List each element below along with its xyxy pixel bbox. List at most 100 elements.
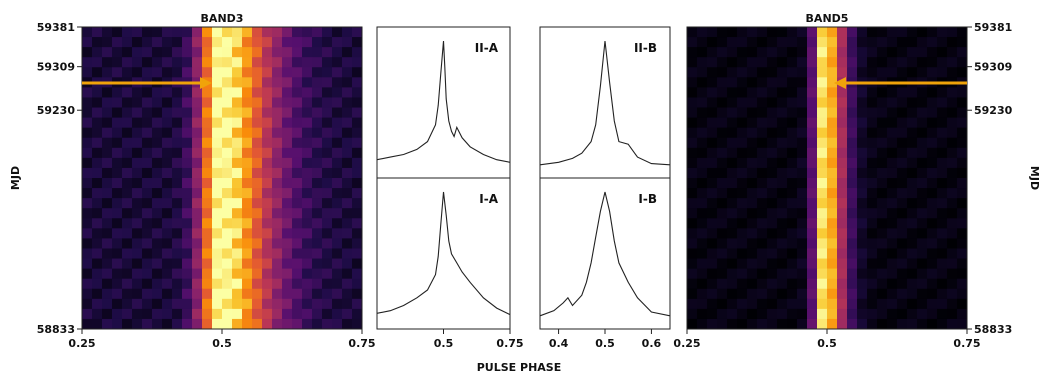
- heatmap-cell: [152, 107, 163, 119]
- heatmap-cell: [887, 117, 898, 129]
- heatmap-cell: [737, 208, 748, 219]
- heatmap-cell: [272, 77, 283, 88]
- heatmap-cell: [292, 218, 303, 229]
- heatmap-cell: [717, 77, 728, 88]
- heatmap-cell: [192, 318, 203, 330]
- heatmap-cell: [797, 188, 808, 199]
- heatmap-cell: [292, 258, 303, 270]
- heatmap-cell: [707, 258, 718, 270]
- heatmap-cell: [292, 268, 303, 280]
- heatmap-cell: [737, 238, 748, 249]
- heatmap-cell: [352, 248, 363, 260]
- heatmap-cell: [282, 228, 293, 239]
- heatmap-cell: [947, 27, 958, 38]
- heatmap-cell: [172, 188, 183, 199]
- heatmap-cell: [957, 107, 968, 119]
- heatmap-cell: [142, 278, 153, 290]
- heatmap-cell: [877, 278, 888, 290]
- heatmap-cell: [242, 288, 253, 300]
- heatmap-cell: [192, 137, 203, 149]
- heatmap-cell: [737, 288, 748, 300]
- heatmap-cell: [302, 127, 313, 139]
- heatmap-cell: [82, 107, 93, 119]
- heatmap-cell: [697, 157, 708, 169]
- heatmap-cell: [707, 27, 718, 38]
- heatmap-cell: [262, 47, 273, 58]
- heatmap-cell: [162, 97, 173, 109]
- heatmap-cell: [182, 208, 193, 219]
- heatmap-cell: [867, 37, 878, 48]
- heatmap-cell: [827, 107, 838, 119]
- heatmap-cell: [102, 308, 113, 320]
- heatmap-cell: [92, 218, 103, 229]
- heatmap-cell: [282, 77, 293, 88]
- heatmap-cell: [342, 67, 353, 78]
- y-tick-label: 59381: [974, 21, 1012, 34]
- heatmap-cell: [927, 27, 938, 38]
- heatmap-cell: [302, 298, 313, 310]
- heatmap-cell: [737, 248, 748, 260]
- heatmap-cell: [262, 127, 273, 139]
- heatmap-cell: [282, 298, 293, 310]
- heatmap-cell: [767, 178, 778, 189]
- heatmap-cell: [162, 178, 173, 189]
- heatmap-cell: [192, 288, 203, 300]
- heatmap-cell: [302, 218, 313, 229]
- heatmap-cell: [747, 248, 758, 260]
- heatmap-cell: [687, 57, 698, 68]
- heatmap-cell: [867, 157, 878, 169]
- heatmap-cell: [242, 238, 253, 249]
- heatmap-cell: [122, 208, 133, 219]
- heatmap-cell: [807, 57, 818, 68]
- heatmap-cell: [282, 67, 293, 78]
- heatmap-cell: [697, 288, 708, 300]
- heatmap-cell: [837, 188, 848, 199]
- heatmap-cell: [282, 147, 293, 159]
- heatmap-cell: [252, 218, 263, 229]
- heatmap-cell: [292, 27, 303, 38]
- heatmap-cell: [272, 167, 283, 179]
- heatmap-cell: [907, 308, 918, 320]
- heatmap-cell: [212, 318, 223, 330]
- heatmap-cell: [947, 268, 958, 280]
- heatmap-cell: [312, 268, 323, 280]
- heatmap-cell: [807, 67, 818, 78]
- heatmap-cell: [322, 117, 333, 129]
- heatmap-cell: [102, 318, 113, 330]
- heatmap-cell: [162, 308, 173, 320]
- heatmap-cell: [202, 47, 213, 58]
- heatmap-cell: [282, 288, 293, 300]
- heatmap-cell: [907, 178, 918, 189]
- heatmap-cell: [332, 208, 343, 219]
- heatmap-cell: [937, 67, 948, 78]
- heatmap-cell: [82, 27, 93, 38]
- heatmap-cell: [252, 117, 263, 129]
- heatmap-cell: [777, 188, 788, 199]
- heatmap-cell: [827, 67, 838, 78]
- heatmap-cell: [172, 97, 183, 109]
- heatmap-cell: [242, 97, 253, 109]
- heatmap-cell: [222, 27, 233, 38]
- heatmap-cell: [937, 37, 948, 48]
- heatmap-cell: [857, 278, 868, 290]
- heatmap-cell: [322, 258, 333, 270]
- heatmap-cell: [747, 157, 758, 169]
- heatmap-cell: [877, 288, 888, 300]
- heatmap-cell: [797, 318, 808, 330]
- heatmap-cell: [757, 27, 768, 38]
- x-tick-label: 0.75: [496, 337, 523, 350]
- heatmap-cell: [112, 178, 123, 189]
- heatmap-cell: [717, 137, 728, 149]
- heatmap-cell: [857, 218, 868, 229]
- heatmap-cell: [272, 208, 283, 219]
- heatmap-cell: [232, 208, 243, 219]
- heatmap-cell: [162, 198, 173, 209]
- heatmap-cell: [847, 87, 858, 98]
- heatmap-cell: [687, 208, 698, 219]
- heatmap-cell: [937, 318, 948, 330]
- heatmap-cell: [947, 47, 958, 58]
- heatmap-cell: [687, 178, 698, 189]
- heatmap-cell: [202, 87, 213, 98]
- heatmap-cell: [897, 67, 908, 78]
- heatmap-cell: [212, 77, 223, 88]
